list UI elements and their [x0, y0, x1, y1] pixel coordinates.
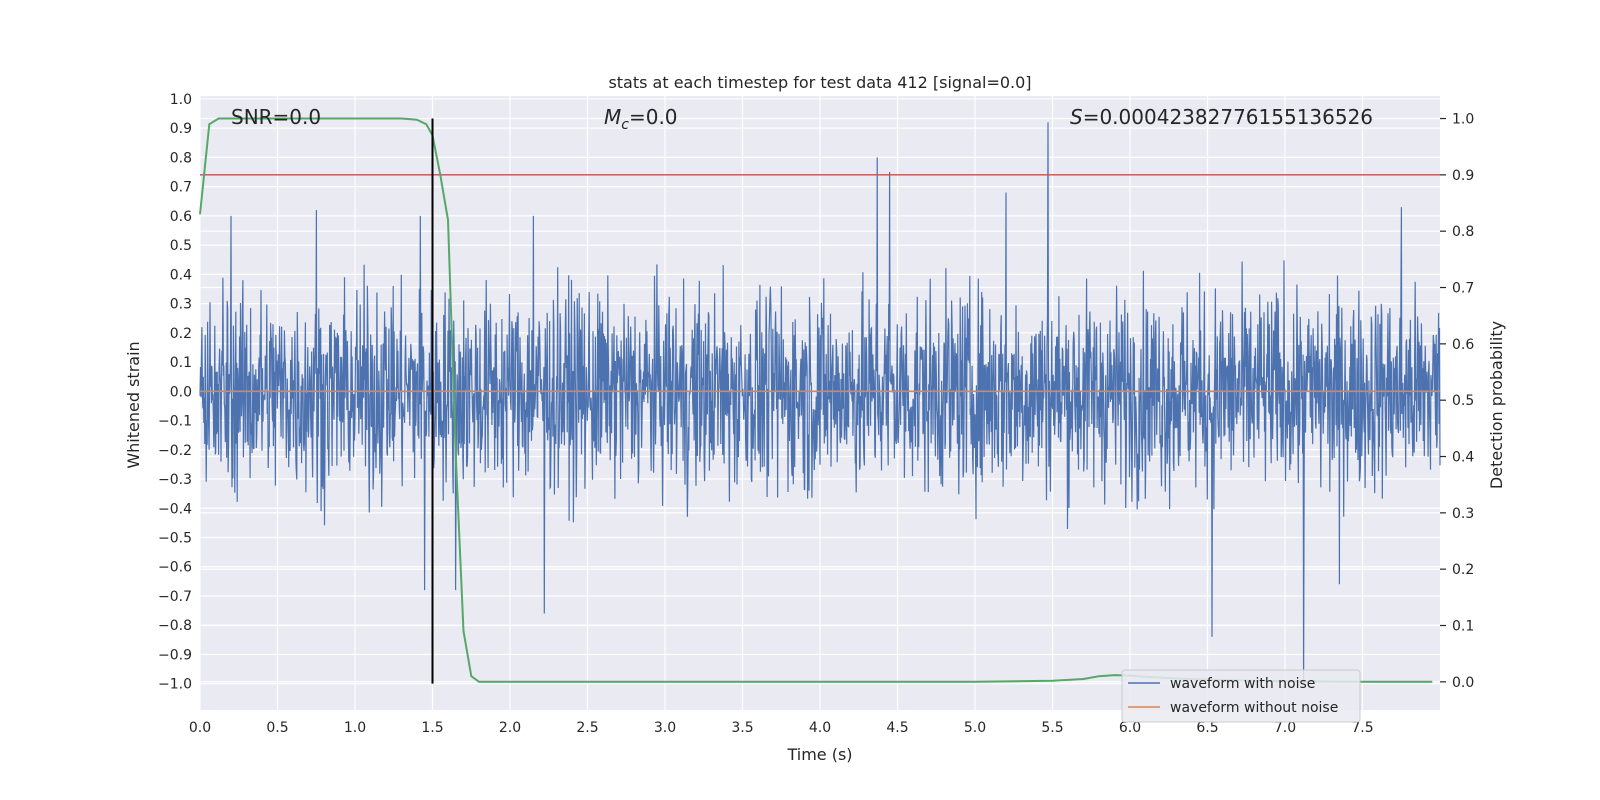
y-tick-label-4: 0.6	[170, 209, 192, 225]
y2-tick-label-6: 0.4	[1452, 450, 1474, 466]
y-axis-ticks: 1.0 0.9 0.8 0.7 0.6 0.5 0.4 0.3 0.2 0.1 0.0 −0.1 −0.…	[158, 92, 192, 693]
y2-tick-label-0: 1.0	[1452, 112, 1474, 128]
x-tick-label-8: 4.0	[809, 720, 831, 736]
y-tick-label-19: −0.9	[158, 647, 192, 663]
mc-symbol: M	[604, 105, 621, 129]
snr-annotation: SNR=0.0	[231, 105, 321, 129]
x-tick-label-15: 7.5	[1351, 720, 1373, 736]
y-tick-label-12: −0.2	[158, 443, 192, 459]
y2-axis-label: Detection probability	[1487, 321, 1506, 489]
y-tick-label-13: −0.3	[158, 472, 192, 488]
y-tick-label-6: 0.4	[170, 267, 192, 283]
x-tick-label-11: 5.5	[1041, 720, 1063, 736]
x-axis-label: Time (s)	[786, 745, 852, 764]
y2-tick-label-5: 0.5	[1452, 393, 1474, 409]
y-tick-label-15: −0.5	[158, 530, 192, 546]
y-tick-label-9: 0.1	[170, 355, 192, 371]
x-axis-ticks: 0.0 0.5 1.0 1.5 2.0 2.5 3.0 3.5 4.0 4.5 5.0 5.5 6.0 6…	[189, 720, 1374, 736]
y-tick-label-0: 1.0	[170, 92, 192, 108]
series-waveform-with-noise	[199, 122, 1441, 684]
mc-annotation: Mc=0.0	[604, 105, 678, 133]
y2-tick-label-9: 0.1	[1452, 619, 1474, 635]
y2-tick-label-4: 0.6	[1452, 337, 1474, 353]
s-annotation: S=0.00042382776155136526	[1070, 105, 1373, 129]
legend: waveform with noise waveform without noi…	[1121, 669, 1361, 723]
y-tick-label-17: −0.7	[158, 589, 192, 605]
y2-axis-ticks: 1.0 0.9 0.8 0.7 0.6 0.5 0.4 0.3 0.2 0.1 0.0	[1440, 112, 1474, 691]
x-tick-label-6: 3.0	[654, 720, 676, 736]
x-tick-label-1: 0.5	[266, 720, 288, 736]
y-tick-label-1: 0.9	[170, 121, 192, 137]
y-tick-label-18: −0.8	[158, 618, 192, 634]
y2-tick-label-7: 0.3	[1452, 506, 1474, 522]
noise-waveform-line	[199, 122, 1441, 684]
y-tick-label-11: −0.1	[158, 414, 192, 430]
y-tick-label-20: −1.0	[158, 677, 192, 693]
mc-value: =0.0	[629, 105, 678, 129]
y-tick-label-3: 0.7	[170, 180, 192, 196]
y-tick-label-7: 0.3	[170, 297, 192, 313]
y2-tick-label-8: 0.2	[1452, 562, 1474, 578]
x-tick-label-4: 2.0	[499, 720, 521, 736]
y2-tick-label-1: 0.9	[1452, 168, 1474, 184]
y-tick-label-16: −0.6	[158, 560, 192, 576]
y-tick-label-10: 0.0	[170, 384, 192, 400]
x-tick-label-13: 6.5	[1196, 720, 1218, 736]
x-tick-label-3: 1.5	[421, 720, 443, 736]
y-tick-label-8: 0.2	[170, 326, 192, 342]
legend-box	[1121, 669, 1361, 723]
chart-title: stats at each timestep for test data 412…	[608, 73, 1031, 92]
x-tick-label-9: 4.5	[886, 720, 908, 736]
legend-label-noise: waveform with noise	[1170, 676, 1315, 692]
legend-label-clean: waveform without noise	[1170, 700, 1338, 716]
x-tick-label-2: 1.0	[344, 720, 366, 736]
s-value: =0.00042382776155136526	[1083, 105, 1373, 129]
y-tick-label-5: 0.5	[170, 238, 192, 254]
y2-tick-label-10: 0.0	[1452, 675, 1474, 691]
x-tick-label-7: 3.5	[731, 720, 753, 736]
mc-subscript: c	[621, 117, 629, 133]
x-tick-label-5: 2.5	[576, 720, 598, 736]
y-tick-label-2: 0.8	[170, 150, 192, 166]
y2-tick-label-2: 0.8	[1452, 224, 1474, 240]
y-tick-label-14: −0.4	[158, 501, 192, 517]
x-tick-label-0: 0.0	[189, 720, 211, 736]
s-symbol: S	[1070, 105, 1083, 129]
y-axis-label: Whitened strain	[124, 341, 143, 468]
x-tick-label-14: 7.0	[1274, 720, 1296, 736]
x-tick-label-12: 6.0	[1119, 720, 1141, 736]
x-tick-label-10: 5.0	[964, 720, 986, 736]
y2-tick-label-3: 0.7	[1452, 281, 1474, 297]
